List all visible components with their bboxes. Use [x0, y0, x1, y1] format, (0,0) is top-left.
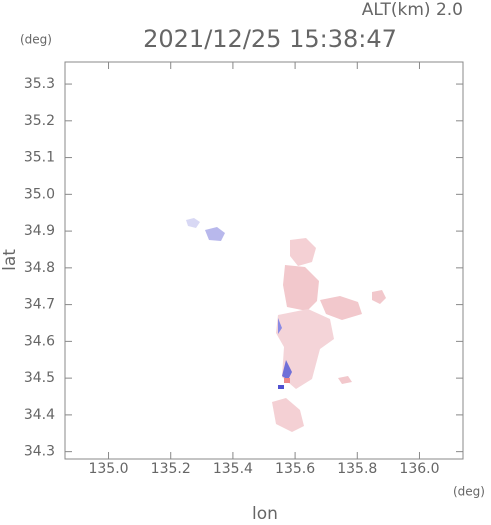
x-tick-label: 136.0 [399, 461, 439, 477]
x-tick-label: 135.0 [88, 461, 128, 477]
y-tick-label: 35.2 [24, 113, 55, 129]
y-tick-label: 34.6 [24, 333, 55, 349]
x-tick-label: 135.4 [213, 461, 253, 477]
y-tick-label: 35.1 [24, 150, 55, 166]
y-axis-label: lat [0, 249, 20, 271]
y-tick-label: 34.5 [24, 370, 55, 386]
y-unit: (deg) [20, 33, 52, 47]
x-unit: (deg) [453, 485, 485, 499]
y-tick-label: 35.3 [24, 76, 55, 92]
y-tick-label: 34.9 [24, 223, 55, 239]
y-tick-label: 34.4 [24, 407, 55, 423]
subtitle: ALT(km) 2.0 [362, 0, 463, 20]
plot-frame [64, 61, 464, 460]
chart-title: 2021/12/25 15:38:47 [143, 25, 397, 53]
y-tick-label: 34.8 [24, 260, 55, 276]
y-tick-label: 34.3 [24, 444, 55, 460]
y-tick-label: 34.7 [24, 297, 55, 313]
x-tick-label: 135.8 [337, 461, 377, 477]
x-tick-label: 135.2 [151, 461, 191, 477]
x-tick-label: 135.6 [275, 461, 315, 477]
x-axis-label: lon [252, 504, 278, 521]
y-tick-label: 35.0 [24, 186, 55, 202]
echo-blobs [186, 218, 386, 432]
